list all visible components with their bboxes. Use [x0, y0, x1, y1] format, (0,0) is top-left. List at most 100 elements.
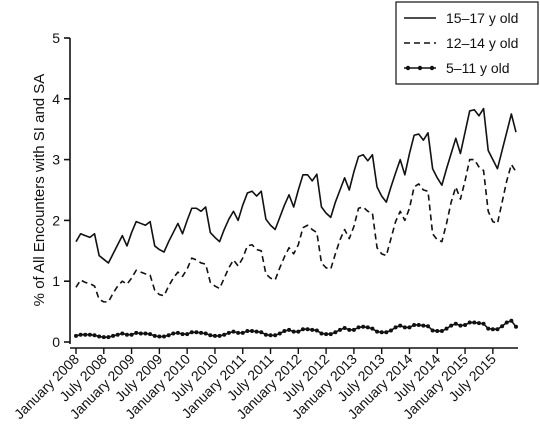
series-point — [250, 329, 254, 334]
series-point — [143, 331, 148, 336]
series-point — [398, 323, 403, 328]
series-point — [402, 325, 407, 330]
y-tick-label: 0 — [52, 334, 60, 350]
series-point — [426, 324, 430, 329]
series-point — [111, 333, 116, 338]
series-point — [393, 325, 398, 330]
series-point — [365, 325, 370, 330]
series-point — [338, 327, 342, 332]
series-point — [328, 332, 333, 337]
series-point — [486, 326, 491, 331]
series-point — [87, 332, 92, 337]
series-point — [351, 327, 356, 332]
series-point — [361, 324, 366, 329]
y-axis: 0 1 2 3 4 5 — [52, 30, 71, 350]
series-point — [319, 331, 324, 336]
series-point — [120, 331, 125, 336]
series-point — [310, 327, 315, 332]
series-point — [347, 327, 352, 332]
legend-label: 12–14 y old — [446, 35, 518, 51]
series-point — [83, 332, 88, 337]
series-point — [388, 328, 393, 333]
legend-label: 5–11 y old — [446, 60, 510, 76]
series-point — [458, 323, 463, 328]
series-point — [236, 330, 241, 335]
series-point — [300, 327, 305, 332]
series-point — [495, 327, 500, 332]
plot-lines — [74, 107, 518, 340]
series-point — [375, 329, 380, 334]
legend-marker — [417, 65, 423, 71]
series-point — [129, 332, 134, 337]
series-point — [287, 327, 292, 332]
series-point — [504, 320, 509, 325]
series-point — [157, 334, 162, 339]
series-point — [97, 334, 102, 339]
legend-label: 15–17 y old — [446, 10, 518, 26]
series-point — [254, 329, 259, 334]
series-point — [444, 326, 449, 331]
series-point — [449, 323, 454, 328]
series-point — [435, 329, 440, 334]
series-point — [384, 330, 389, 335]
y-tick-label: 1 — [52, 273, 60, 289]
y-tick-label: 3 — [52, 152, 60, 168]
series-point — [162, 334, 166, 339]
series-point — [263, 332, 268, 337]
series-point — [500, 324, 505, 329]
series-point — [148, 332, 153, 337]
series-point — [324, 332, 329, 337]
series-point — [282, 329, 287, 334]
series-point — [138, 331, 143, 336]
series-point — [92, 333, 97, 338]
series-point — [231, 329, 236, 334]
series-point — [245, 329, 250, 334]
y-tick-label: 2 — [52, 212, 60, 228]
series-point — [175, 330, 180, 335]
series-point — [259, 330, 264, 335]
series-point — [476, 321, 481, 326]
series-point — [152, 333, 157, 338]
series-point — [421, 323, 426, 328]
series-point — [342, 326, 347, 331]
series-point — [463, 322, 468, 327]
series-point — [78, 332, 83, 337]
series-point — [189, 330, 194, 335]
series-point — [277, 331, 282, 336]
series-point — [185, 332, 190, 337]
series-point — [416, 322, 421, 327]
series-point — [296, 329, 301, 334]
series-point — [203, 331, 208, 336]
series-point — [467, 320, 472, 325]
series-point — [171, 331, 176, 336]
series-point — [74, 333, 78, 338]
series-point — [314, 328, 319, 333]
series-point — [379, 330, 384, 335]
series-point — [106, 335, 111, 340]
series-point — [240, 330, 245, 335]
legend-marker — [405, 65, 411, 71]
legend-marker — [429, 65, 435, 71]
series-point — [333, 330, 338, 335]
y-tick-label: 5 — [52, 30, 60, 46]
series-point — [217, 333, 222, 338]
series-point — [194, 330, 199, 335]
series-point — [166, 333, 171, 338]
series-point — [412, 322, 417, 327]
series-point — [370, 326, 375, 331]
series-point — [356, 325, 361, 330]
series-point — [305, 327, 310, 332]
series-point — [407, 325, 412, 330]
series-point — [291, 329, 296, 334]
series-point — [268, 333, 273, 338]
y-tick-label: 4 — [52, 91, 60, 107]
series-point — [273, 333, 278, 338]
series-point — [199, 330, 204, 335]
series-point — [101, 335, 106, 340]
series-point — [509, 318, 514, 323]
series-point — [226, 330, 231, 335]
series-point — [208, 333, 213, 338]
series-line-1 — [75, 107, 517, 264]
